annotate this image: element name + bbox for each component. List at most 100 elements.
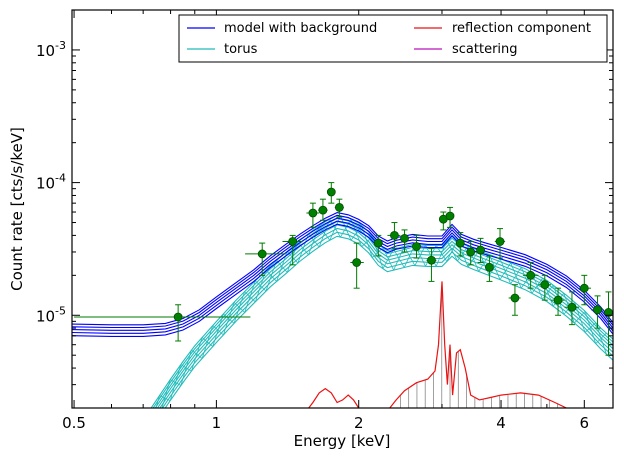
torus-hatch	[170, 379, 182, 386]
plot-frame	[71, 9, 614, 409]
torus-hatch	[435, 245, 448, 262]
data-marker	[400, 233, 409, 243]
y-tick-label: 10-5	[36, 304, 66, 325]
torus-curve	[159, 227, 613, 408]
torus-hatch	[155, 395, 160, 408]
torus-hatch	[223, 313, 235, 324]
data-point	[522, 261, 539, 289]
torus-hatch	[350, 219, 363, 247]
torus-hatch	[233, 302, 245, 313]
data-marker	[308, 208, 318, 218]
data-point	[317, 198, 328, 221]
torus-hatch	[329, 219, 341, 238]
legend: model with background reflection compone…	[178, 14, 608, 63]
data-point	[445, 206, 455, 228]
data-point	[508, 284, 521, 316]
data-marker	[579, 283, 589, 293]
model-curve	[72, 217, 613, 331]
data-point	[538, 274, 551, 301]
legend-box	[178, 14, 608, 63]
data-marker	[510, 293, 520, 303]
data-marker	[540, 280, 550, 290]
torus-hatch	[159, 395, 171, 401]
data-point	[485, 255, 494, 282]
torus-hatch	[297, 241, 309, 255]
data-marker	[318, 205, 328, 215]
data-point	[245, 242, 286, 276]
plot-area	[72, 182, 613, 416]
data-point	[412, 234, 421, 259]
data-marker	[495, 237, 505, 246]
x-tick-label: 6	[580, 414, 590, 432]
legend-label-torus: torus	[224, 42, 258, 57]
data-marker	[373, 238, 383, 248]
data-point	[438, 211, 448, 231]
data-marker	[352, 258, 362, 267]
x-tick-label: 1	[212, 414, 222, 432]
legend-label-model: model with background	[224, 21, 377, 36]
data-marker	[334, 203, 344, 212]
x-tick-label: 4	[496, 414, 506, 432]
series-model	[72, 212, 613, 337]
data-point	[564, 291, 580, 326]
torus-hatch	[201, 337, 214, 347]
model-curve	[72, 223, 613, 337]
data-marker	[466, 247, 476, 257]
torus-hatch	[191, 349, 203, 359]
torus-hatch	[180, 364, 192, 372]
data-marker	[593, 305, 602, 315]
data-point	[350, 242, 364, 289]
torus-hatch	[393, 248, 405, 268]
series-reflection	[307, 281, 567, 408]
torus-hatch	[149, 411, 160, 416]
data-marker	[427, 255, 436, 265]
torus-hatch	[403, 246, 416, 266]
y-tick-label: 10-3	[36, 39, 66, 60]
legend-label-reflection: reflection component	[452, 21, 591, 36]
data-marker	[476, 245, 485, 255]
data-point	[306, 202, 320, 228]
data-marker	[288, 237, 298, 246]
data-marker	[553, 295, 563, 305]
data-point	[387, 222, 401, 249]
data-point	[282, 234, 303, 266]
torus-hatch	[488, 254, 501, 280]
data-marker	[390, 230, 399, 240]
torus-hatch	[446, 240, 458, 262]
legend-label-scattering: scattering	[452, 42, 518, 57]
torus-hatch	[520, 267, 533, 294]
torus-hatch	[318, 225, 331, 241]
torus-curve	[152, 217, 613, 408]
torus-curve	[161, 231, 613, 408]
torus-hatch	[510, 262, 522, 289]
data-point	[400, 229, 409, 253]
data-marker	[412, 242, 421, 251]
data-point	[334, 198, 344, 218]
data-point	[591, 295, 604, 329]
data-point	[494, 228, 506, 259]
torus-hatch	[340, 215, 352, 241]
data-point	[373, 234, 383, 257]
data-marker	[567, 302, 577, 312]
data-point	[74, 304, 251, 342]
axis-ticks: 0.5 1 2 4 6 10-5 10-4 10-3	[36, 9, 613, 432]
model-curve	[72, 214, 613, 329]
data-point	[455, 232, 465, 257]
reflection-drop-lines	[399, 285, 558, 408]
x-tick-label: 0.5	[62, 414, 86, 432]
torus-curve	[164, 235, 613, 408]
data-point	[326, 182, 336, 204]
data-marker	[455, 238, 465, 248]
data-marker	[326, 187, 336, 197]
torus-hatch	[255, 280, 267, 292]
model-curve	[72, 220, 613, 334]
data-point	[579, 274, 592, 306]
torus-hatch	[212, 325, 224, 336]
data-point	[426, 247, 437, 282]
data-point	[550, 287, 565, 316]
data-point	[466, 240, 476, 266]
torus-hatch	[244, 291, 256, 303]
data-marker	[257, 249, 267, 259]
data-marker	[173, 312, 183, 322]
